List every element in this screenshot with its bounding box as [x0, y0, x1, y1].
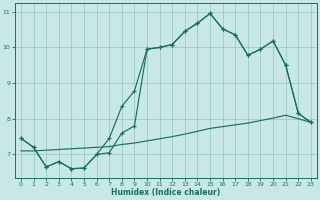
X-axis label: Humidex (Indice chaleur): Humidex (Indice chaleur): [111, 188, 220, 197]
